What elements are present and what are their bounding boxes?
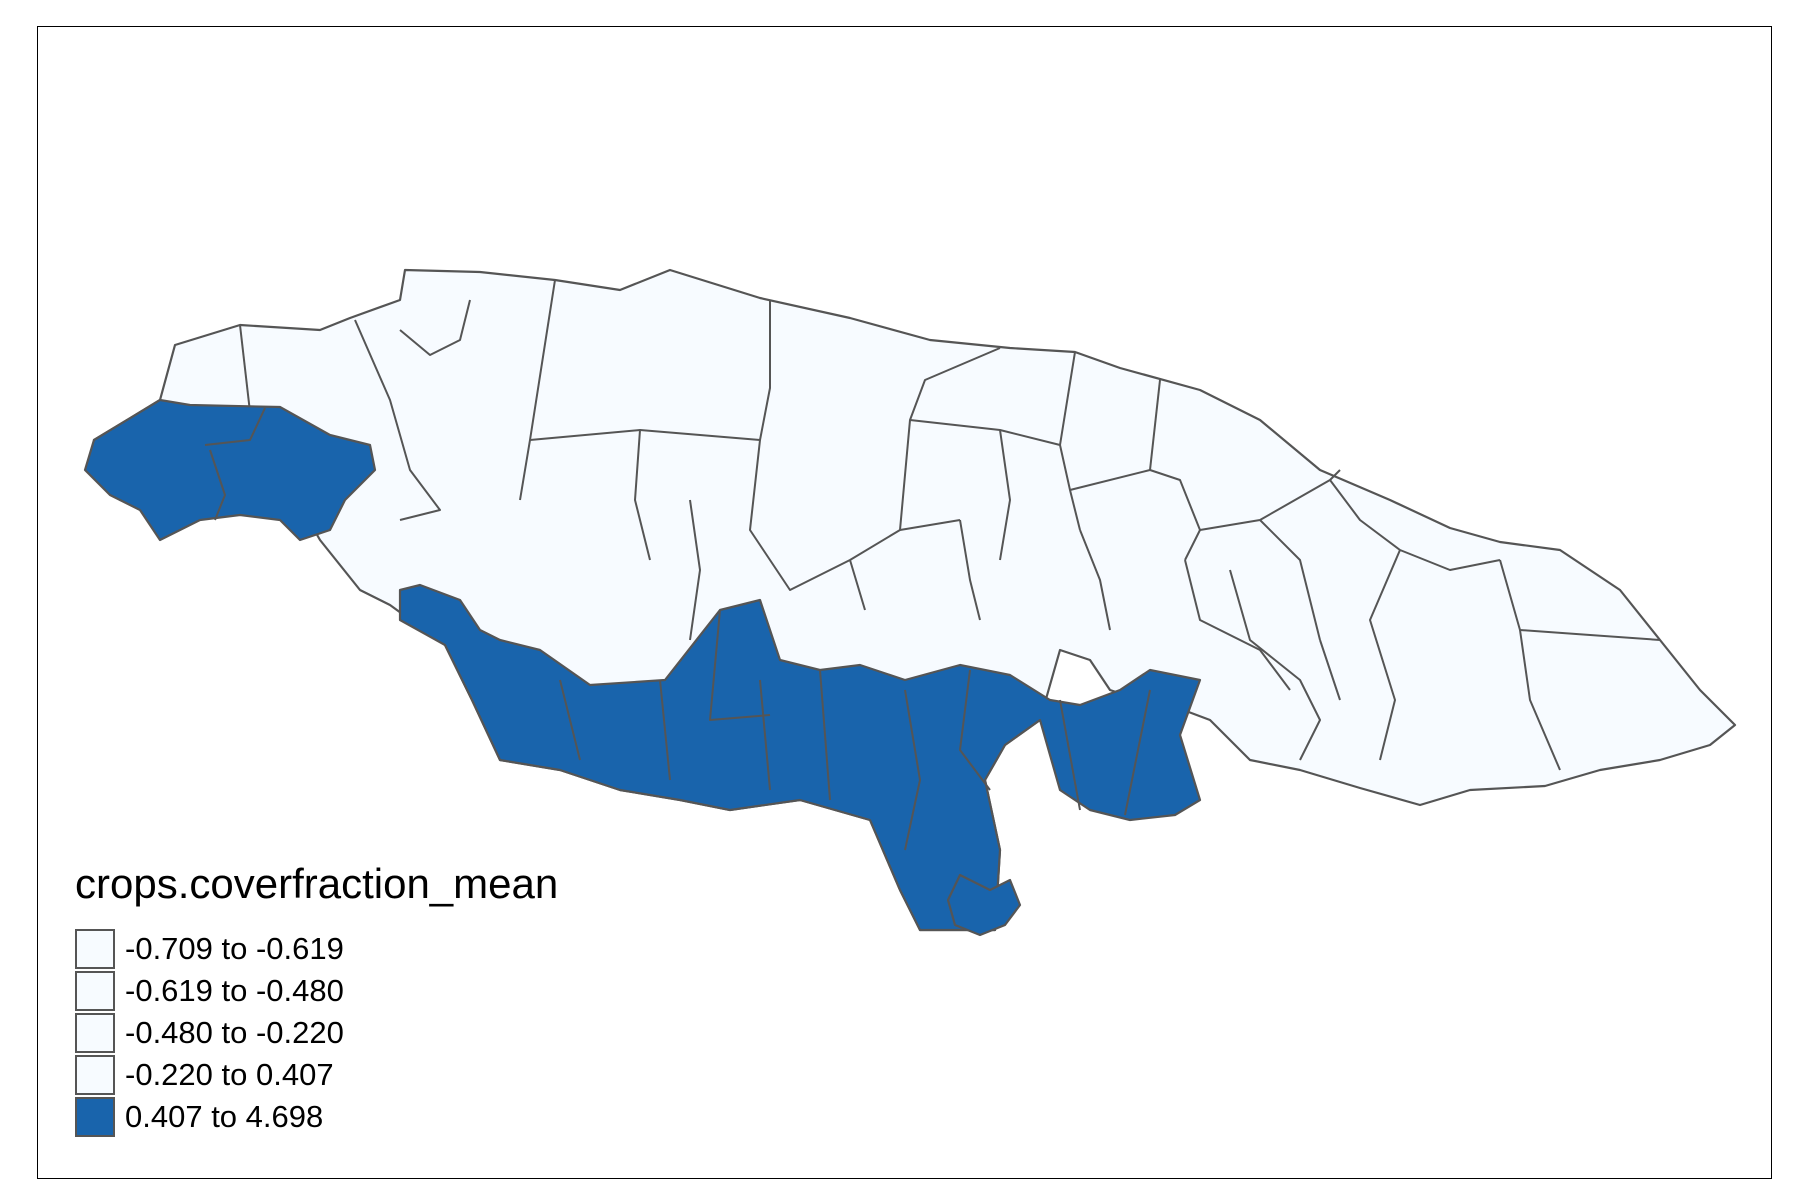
- legend-item: -0.619 to -0.480: [75, 970, 558, 1012]
- legend-label: -0.709 to -0.619: [125, 931, 344, 966]
- legend: crops.coverfraction_mean -0.709 to -0.61…: [75, 860, 558, 1138]
- legend-label: -0.619 to -0.480: [125, 973, 344, 1008]
- legend-swatch: [75, 971, 115, 1011]
- south-islet: [946, 873, 1022, 937]
- legend-item: -0.220 to 0.407: [75, 1054, 558, 1096]
- legend-label: -0.480 to -0.220: [125, 1015, 344, 1050]
- legend-swatch: [75, 1013, 115, 1053]
- district-boundaries: [239, 279, 1661, 771]
- district-southwest-high: [398, 583, 1202, 932]
- legend-item: -0.480 to -0.220: [75, 1012, 558, 1054]
- legend-swatch: [75, 929, 115, 969]
- legend-label: 0.407 to 4.698: [125, 1099, 324, 1134]
- legend-title: crops.coverfraction_mean: [75, 860, 559, 907]
- legend-item: -0.709 to -0.619: [75, 928, 558, 970]
- map-frame: [37, 26, 1772, 1179]
- legend-swatch: [75, 1055, 115, 1095]
- high-district-boundaries: [204, 407, 1151, 851]
- legend-swatch: [75, 1097, 115, 1137]
- district-west-high: [83, 398, 377, 542]
- legend-label: -0.220 to 0.407: [125, 1057, 334, 1092]
- legend-item: 0.407 to 4.698: [75, 1096, 558, 1138]
- high-class-districts: [83, 398, 1202, 932]
